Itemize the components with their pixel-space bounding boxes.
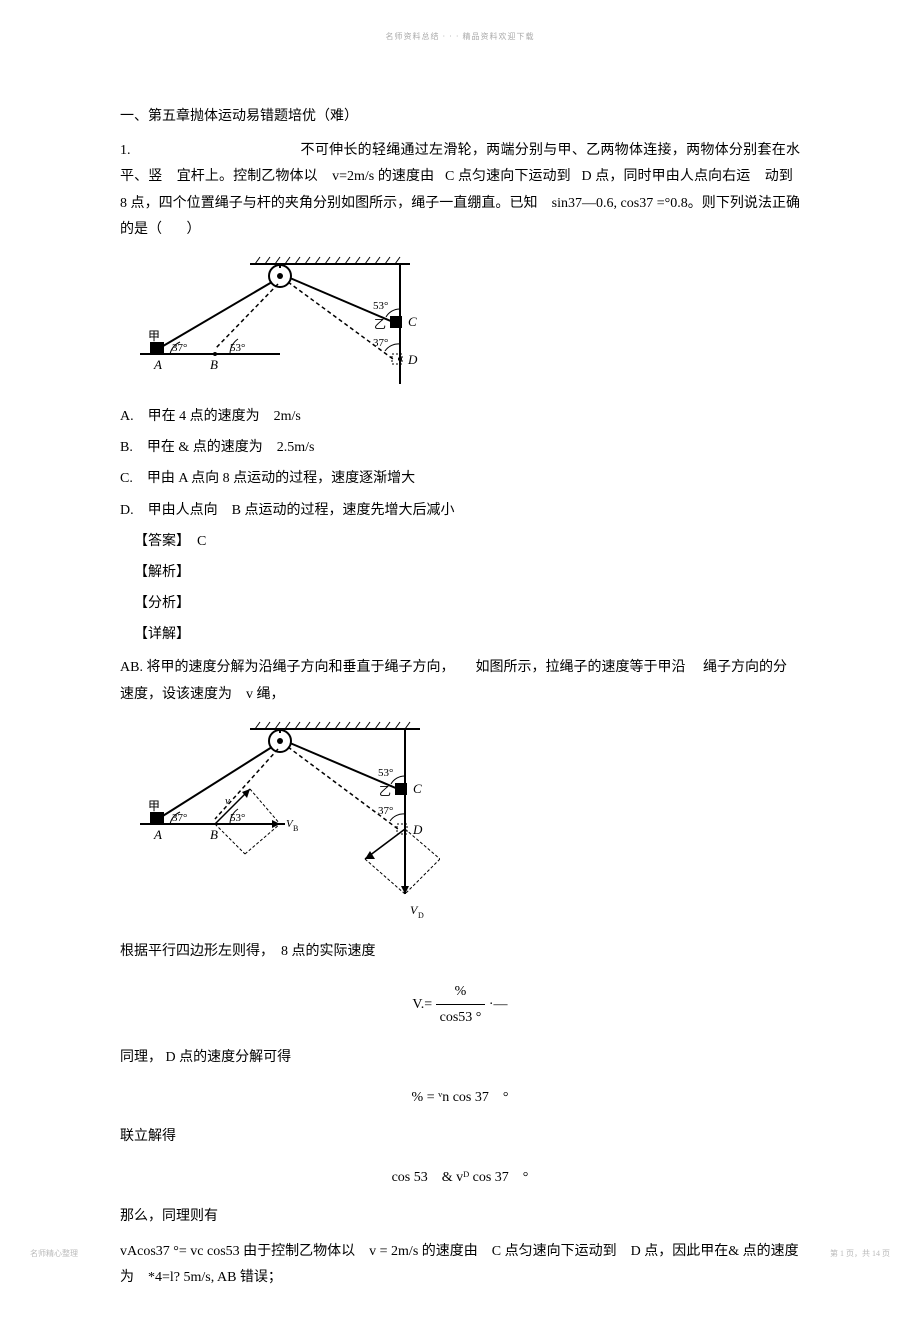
- angle-53: 53°: [230, 342, 245, 354]
- label-B: B: [210, 357, 218, 372]
- header-banner: 名师资料总结 · · · 精品资料欢迎下载: [120, 30, 800, 44]
- svg-text:37°: 37°: [378, 805, 393, 817]
- option-C: C. 甲由 A 点向 8 点运动的过程，速度逐渐增大: [120, 466, 800, 491]
- svg-text:37°: 37°: [172, 812, 187, 824]
- after-diagram2-text: 根据平行四边形左则得， 8 点的实际速度: [120, 939, 800, 966]
- text-after-f2: 联立解得: [120, 1124, 800, 1151]
- analysis-1a: AB. 将甲的速度分解为沿绳子方向和垂直于绳子方向，: [120, 660, 454, 675]
- svg-text:53°: 53°: [230, 812, 245, 824]
- section-jiexi: 【解析】: [134, 560, 800, 585]
- problem-text-3: v=2m/s 的速度由: [332, 169, 434, 184]
- footer-left: 名师精心整理: [30, 1247, 78, 1261]
- svg-text:A: A: [153, 827, 162, 842]
- svg-text:甲: 甲: [148, 799, 160, 813]
- answer-label: 【答案】: [134, 534, 190, 549]
- final-text: vAcos37 °= vc cos53 由于控制乙物体以 v = 2m/s 的速…: [120, 1239, 800, 1292]
- diagram-1: 37° 53° 53° 37° 甲 乙 A B C D: [130, 254, 800, 394]
- formula1-den: cos53 °: [436, 1005, 486, 1030]
- svg-text:D: D: [418, 911, 424, 920]
- option-B: B. 甲在 & 点的速度为 2.5m/s: [120, 435, 800, 460]
- problem-text-2: 宜杆上。控制乙物体以: [177, 169, 318, 184]
- problem-text-4: C 点匀速向下运动到: [445, 169, 571, 184]
- angle-37: 37°: [172, 342, 187, 354]
- svg-text:乙: 乙: [379, 784, 391, 798]
- formula-1: V.= % cos53 ° ·—: [120, 979, 800, 1030]
- answer-line: 【答案】 C: [134, 529, 800, 554]
- diagram-2: 37° 53° 53° 37° 甲 乙 A B C D v V B V: [130, 719, 800, 929]
- angle-c37: 37°: [373, 337, 388, 349]
- formula-3: cos 53 & vᴰ cos 37 °: [120, 1165, 800, 1190]
- label-jia: 甲: [148, 329, 160, 343]
- text-after-f3: 那么，同理则有: [120, 1204, 800, 1231]
- problem-text-5: D 点，同时甲由人点向右运: [582, 169, 751, 184]
- footer-right: 第 1 页，共 14 页: [830, 1247, 890, 1261]
- label-yi: 乙: [374, 317, 386, 331]
- problem-text-9: ）: [187, 222, 201, 237]
- formula1-prefix: V.=: [412, 997, 432, 1012]
- svg-text:D: D: [412, 822, 423, 837]
- section-fenxi: 【分析】: [134, 591, 800, 616]
- section-xiangjie: 【详解】: [134, 622, 800, 647]
- text-after-f1: 同理， D 点的速度分解可得: [120, 1045, 800, 1072]
- analysis-line1: AB. 将甲的速度分解为沿绳子方向和垂直于绳子方向， 如图所示，拉绳子的速度等于…: [120, 655, 800, 708]
- problem-number: 1.: [120, 143, 131, 158]
- svg-text:C: C: [413, 781, 422, 796]
- problem-statement: 1. 不可伸长的轻绳通过左滑轮，两端分别与甲、乙两物体连接，两物体分别套在水平、…: [120, 138, 800, 244]
- block-jia: [150, 342, 164, 354]
- angle-c53: 53°: [373, 300, 388, 312]
- diagram1-svg: 37° 53° 53° 37° 甲 乙 A B C D: [130, 254, 430, 394]
- answer-value: C: [197, 534, 206, 549]
- analysis-1b: 如图所示，拉绳子的速度等于甲沿: [475, 660, 685, 675]
- analysis-1d: v 绳，: [246, 687, 285, 702]
- block-yi: [390, 316, 402, 328]
- label-D: D: [407, 352, 418, 367]
- option-A: A. 甲在 4 点的速度为 2m/s: [120, 404, 800, 429]
- problem-text-7: 8 点，四个位置绳子与杆的夹角分别如图所示，绳子一直绷直。已知: [120, 196, 538, 211]
- formula1-suffix: ·—: [489, 997, 508, 1012]
- label-A: A: [153, 357, 162, 372]
- formula-2: % = ᵛn cos 37 °: [120, 1085, 800, 1110]
- chapter-title: 一、第五章抛体运动易错题培优（难）: [120, 104, 800, 129]
- svg-text:53°: 53°: [378, 767, 393, 779]
- formula1-num: %: [436, 979, 486, 1005]
- label-C: C: [408, 314, 417, 329]
- option-D: D. 甲由人点向 B 点运动的过程，速度先增大后减小: [120, 498, 800, 523]
- diagram2-svg: 37° 53° 53° 37° 甲 乙 A B C D v V B V: [130, 719, 440, 929]
- svg-text:v: v: [225, 795, 230, 807]
- svg-text:B: B: [293, 824, 298, 833]
- svg-text:B: B: [210, 827, 218, 842]
- problem-text-6: 动到: [765, 169, 793, 184]
